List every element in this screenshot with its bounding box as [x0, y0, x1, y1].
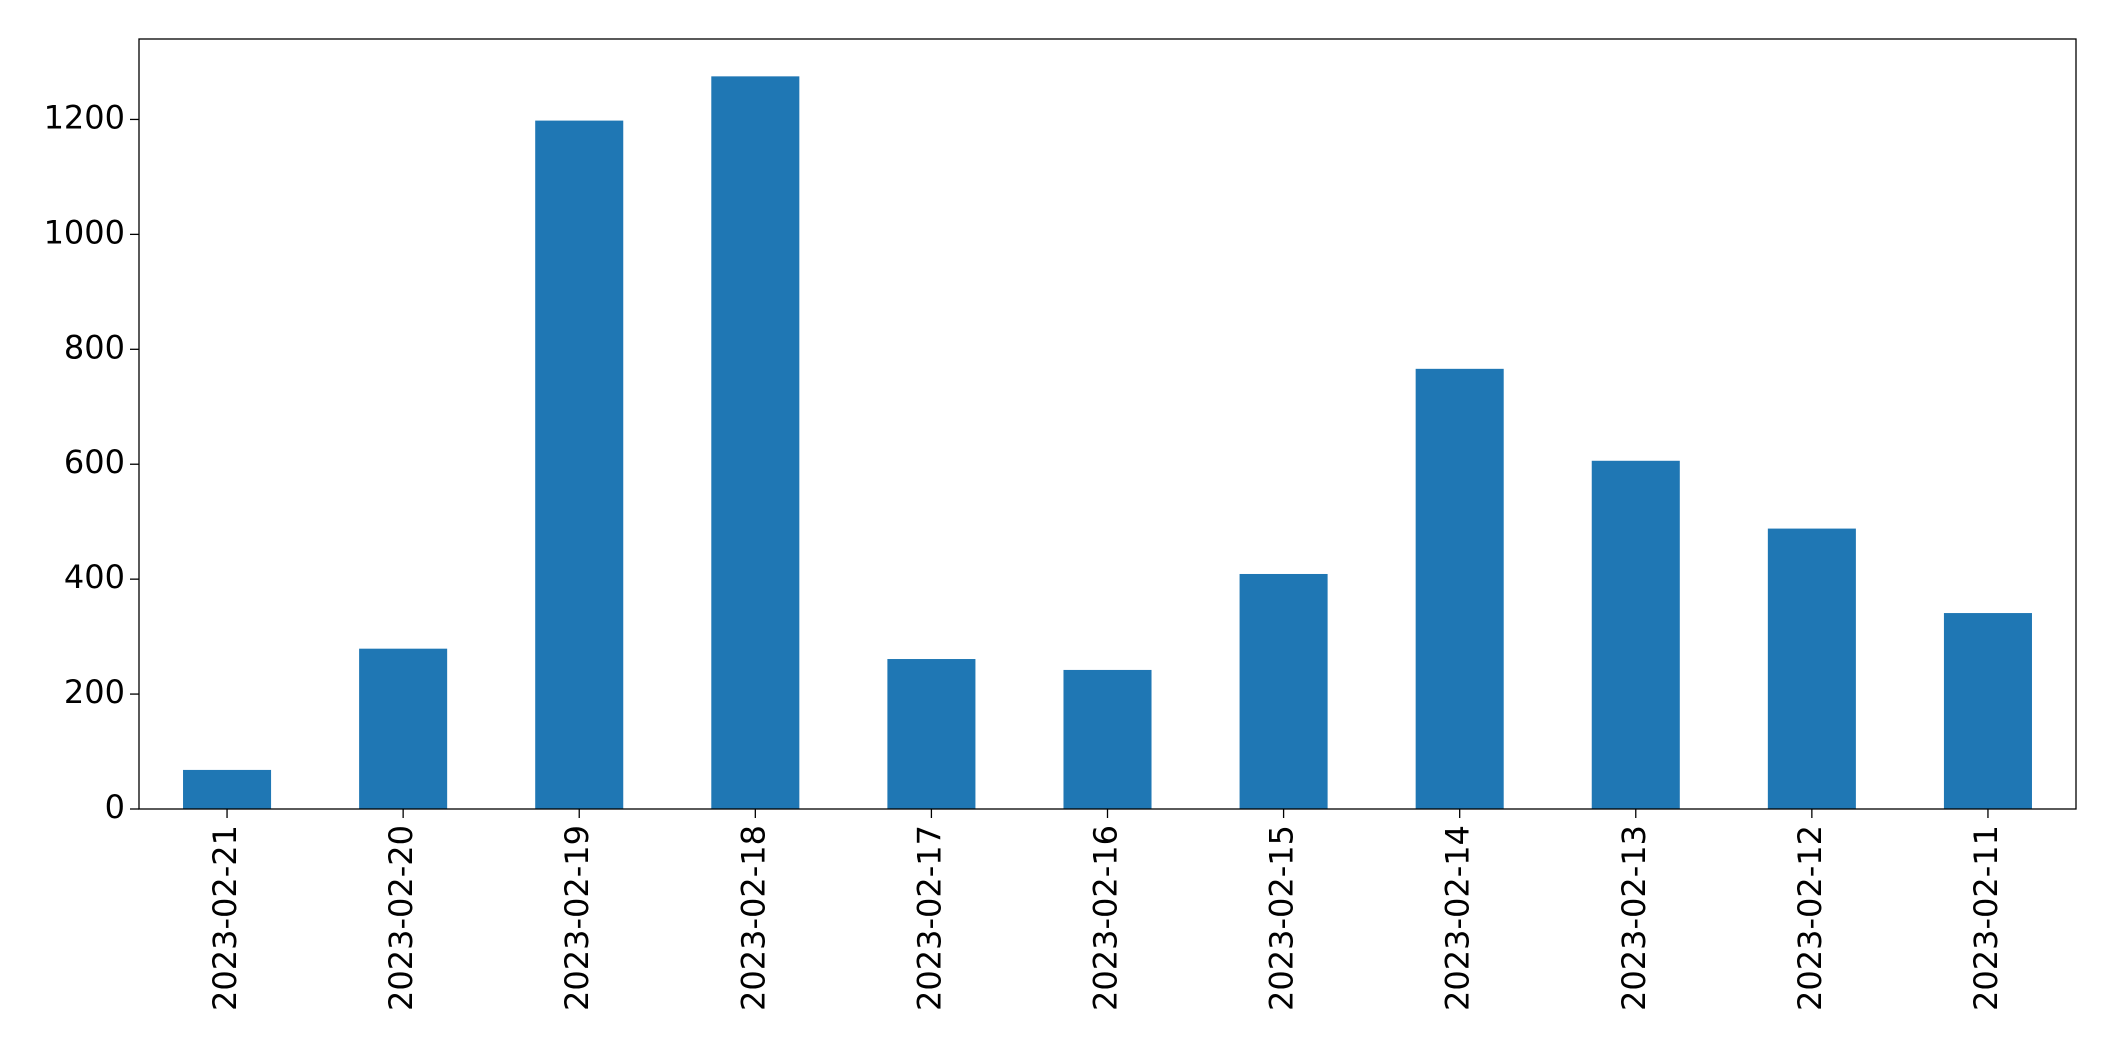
bar	[887, 659, 976, 809]
y-tick-label: 200	[64, 673, 125, 711]
x-tick-label: 2023-02-16	[1087, 825, 1125, 1011]
x-tick-label: 2023-02-17	[910, 825, 948, 1011]
bar	[1591, 460, 1680, 809]
y-tick-label: 1000	[44, 213, 125, 251]
y-tick-label: 600	[64, 443, 125, 481]
y-tick-label: 1200	[44, 98, 125, 136]
x-tick-label: 2023-02-12	[1791, 825, 1829, 1011]
bar	[359, 648, 448, 809]
x-tick-label: 2023-02-11	[1967, 825, 2005, 1011]
bar	[1063, 669, 1152, 809]
bar	[183, 769, 272, 809]
bar	[1943, 613, 2032, 809]
x-tick-label: 2023-02-14	[1439, 825, 1477, 1011]
x-tick-label: 2023-02-19	[558, 825, 596, 1011]
x-tick-label: 2023-02-13	[1615, 825, 1653, 1011]
x-tick-label: 2023-02-18	[734, 825, 772, 1011]
x-tick-label: 2023-02-20	[382, 825, 420, 1011]
x-tick-label: 2023-02-21	[206, 825, 244, 1011]
y-tick-label: 400	[64, 558, 125, 596]
bar	[1415, 368, 1504, 809]
bar	[1767, 528, 1856, 809]
bar	[711, 76, 800, 809]
y-tick-label: 800	[64, 328, 125, 366]
x-tick-label: 2023-02-15	[1263, 825, 1301, 1011]
bar	[1239, 573, 1328, 809]
plot-frame	[138, 38, 2077, 810]
y-tick-label: 0	[105, 788, 125, 826]
bar	[535, 120, 624, 809]
